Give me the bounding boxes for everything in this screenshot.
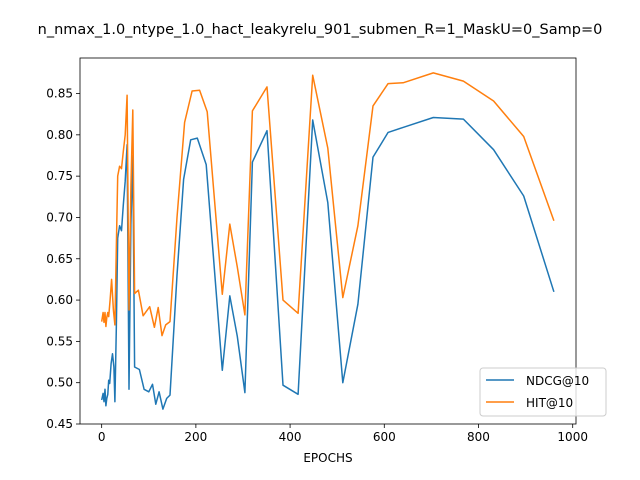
x-tick-label: 400: [279, 430, 302, 444]
y-tick-label: 0.55: [46, 334, 73, 348]
x-tick-label: 1000: [557, 430, 588, 444]
y-tick-label: 0.85: [46, 87, 73, 101]
y-axis-ticks: 0.45 0.50 0.55 0.60 0.65 0.70 0.75 0.80 0.85: [46, 87, 80, 431]
x-axis-ticks: 0 200 400 600 800 1000: [98, 424, 588, 444]
x-tick-label: 0: [98, 430, 106, 444]
x-tick-label: 200: [184, 430, 207, 444]
y-tick-label: 0.75: [46, 169, 73, 183]
plot-lines: [100, 72, 555, 410]
x-tick-label: 800: [467, 430, 490, 444]
y-tick-label: 0.60: [46, 293, 73, 307]
y-tick-label: 0.50: [46, 376, 73, 390]
legend-label-hit: HIT@10: [526, 396, 573, 410]
chart-title: n_nmax_1.0_ntype_1.0_hact_leakyrelu_901_…: [38, 22, 603, 38]
y-tick-label: 0.70: [46, 210, 73, 224]
x-tick-label: 600: [373, 430, 396, 444]
series-line-ndcg: [100, 116, 555, 410]
series-line-hit: [100, 72, 555, 337]
x-axis-label: EPOCHS: [303, 451, 352, 465]
y-tick-label: 0.45: [46, 417, 73, 431]
y-tick-label: 0.80: [46, 128, 73, 142]
legend: NDCG@10 HIT@10: [479, 367, 607, 417]
plot-frame: [79, 57, 577, 425]
y-tick-label: 0.65: [46, 252, 73, 266]
legend-label-ndcg: NDCG@10: [526, 374, 589, 388]
